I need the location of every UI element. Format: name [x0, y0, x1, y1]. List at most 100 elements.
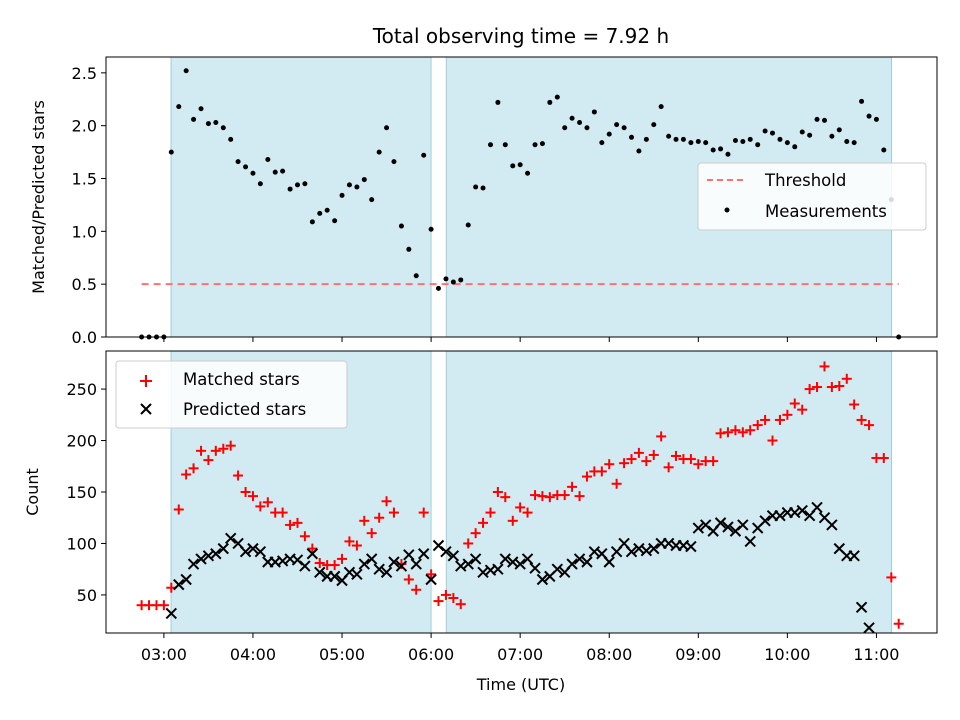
matched-star-point: [351, 540, 362, 551]
matched-star-point: [656, 431, 667, 442]
measurement-point: [198, 106, 204, 112]
measurement-point: [695, 139, 701, 145]
matched-star-point: [537, 491, 548, 502]
matched-star-point: [299, 531, 310, 542]
measurement-point: [762, 128, 768, 134]
y-tick-label: 250: [66, 380, 97, 399]
predicted-star-point: [566, 558, 578, 570]
predicted-star-point: [195, 553, 207, 565]
matched-star-point: [262, 497, 273, 508]
measurement-point: [866, 113, 872, 119]
predicted-star-point: [625, 545, 638, 558]
predicted-star-point: [521, 553, 534, 565]
matched-star-point: [500, 492, 511, 503]
x-tick-label: 10:00: [764, 645, 810, 664]
x-tick-label: 07:00: [497, 645, 543, 664]
x-tick-label: 11:00: [853, 645, 899, 664]
measurement-point: [532, 142, 538, 148]
measurement-point: [346, 182, 352, 188]
measurement-point: [495, 99, 501, 105]
matched-star-point: [878, 453, 889, 464]
matched-star-point: [708, 456, 719, 467]
matched-star-point: [834, 380, 845, 391]
matched-star-point: [567, 481, 578, 492]
measurement-point: [280, 168, 286, 174]
y-tick-label: 0.5: [72, 275, 97, 294]
predicted-star-point: [648, 542, 660, 555]
matched-star-point: [596, 466, 607, 477]
matched-star-point: [381, 496, 392, 507]
legend-measurements-label: Measurements: [765, 202, 887, 221]
measurement-point: [859, 98, 865, 104]
measurement-point: [228, 136, 234, 142]
measurement-point: [250, 170, 256, 176]
legend-matched-label: Matched stars: [183, 370, 300, 389]
matched-star-point: [826, 382, 837, 393]
matched-star-point: [633, 447, 644, 458]
predicted-star-point: [796, 504, 808, 517]
predicted-star-point: [380, 566, 393, 578]
measurement-point: [243, 164, 249, 170]
measurement-point: [435, 285, 441, 291]
matched-star-point: [374, 512, 385, 523]
y-tick-label: 0.0: [72, 328, 97, 347]
matched-star-point: [314, 558, 325, 569]
matched-star-point: [463, 538, 474, 549]
matched-star-point: [856, 414, 867, 425]
measurement-point: [614, 122, 620, 128]
measurement-point: [257, 181, 263, 187]
predicted-star-point: [410, 558, 422, 570]
predicted-star-point: [306, 548, 319, 560]
predicted-star-point: [551, 563, 564, 575]
measurement-point: [784, 140, 790, 146]
measurement-point: [176, 104, 182, 110]
measurement-point: [636, 148, 642, 154]
matched-star-point: [730, 425, 741, 436]
measurement-point: [873, 116, 879, 122]
matched-star-point: [715, 428, 726, 439]
measurement-point: [881, 147, 887, 153]
matched-star-point: [804, 384, 815, 395]
predicted-star-point: [365, 553, 378, 565]
measurement-point: [391, 159, 397, 165]
matched-star-point: [648, 449, 659, 460]
measurement-point: [547, 99, 553, 105]
measurement-point: [354, 184, 360, 190]
measurement-point: [829, 133, 835, 139]
matched-star-point: [203, 455, 214, 466]
matched-star-point: [841, 373, 852, 384]
y-tick-label: 2.0: [72, 117, 97, 136]
measurement-point: [413, 273, 419, 279]
x-tick-label: 03:00: [141, 645, 187, 664]
predicted-star-point: [826, 519, 838, 531]
matched-star-point: [663, 462, 674, 473]
predicted-star-point: [603, 556, 615, 568]
predicted-star-point: [536, 573, 549, 586]
measurement-point: [666, 133, 672, 139]
measurement-point: [725, 151, 731, 157]
measurement-point: [740, 139, 746, 145]
measurement-point: [480, 185, 486, 191]
predicted-star-point: [692, 522, 705, 534]
predicted-star-point: [811, 501, 823, 514]
y-tick-label: 50: [77, 586, 97, 605]
matched-star-point: [337, 553, 348, 564]
y-tick-label: 150: [66, 483, 97, 502]
measurement-point: [339, 192, 345, 198]
predicted-star-point: [848, 550, 860, 562]
predicted-star-point: [314, 566, 326, 578]
measurement-point: [621, 125, 627, 131]
matched-star-point: [893, 618, 904, 629]
matched-star-point: [611, 478, 622, 489]
legend-predicted-label: Predicted stars: [183, 400, 306, 419]
y-tick-label: 1.5: [72, 170, 97, 189]
x-tick-label: 06:00: [408, 645, 454, 664]
matched-star-point: [745, 425, 756, 436]
predicted-star-point: [254, 545, 267, 558]
matched-star-point: [789, 398, 800, 409]
predicted-star-point: [737, 519, 749, 531]
measurement-point: [606, 131, 612, 137]
measurement-point: [361, 177, 367, 183]
predicted-star-point: [514, 558, 526, 570]
